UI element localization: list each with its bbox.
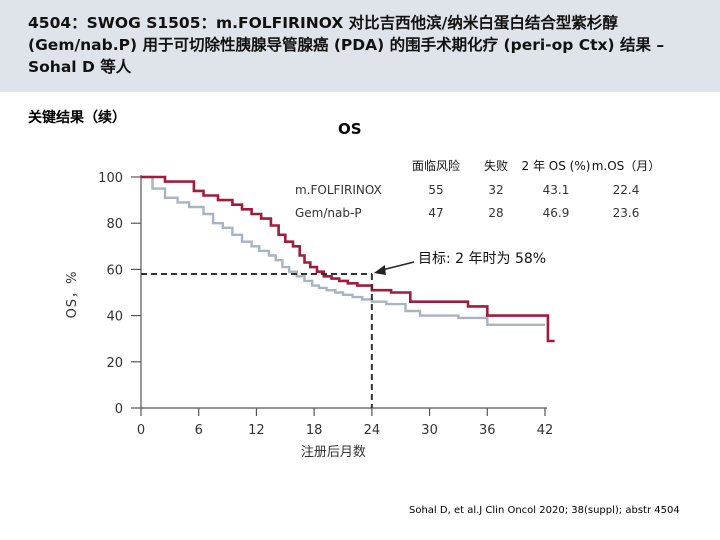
table-header: m.OS（月） — [592, 159, 661, 173]
x-tick-label: 30 — [421, 423, 438, 438]
y-tick-label: 20 — [106, 356, 123, 371]
y-tick-label: 60 — [106, 263, 123, 278]
x-tick-label: 0 — [137, 423, 145, 438]
x-tick-label: 36 — [479, 423, 496, 438]
y-axis-label: OS，% — [65, 271, 80, 319]
y-tick-label: 100 — [98, 171, 123, 186]
citation: Sohal D, et al.J Clin Oncol 2020; 38(sup… — [409, 505, 680, 516]
table-header: 失败 — [484, 158, 508, 173]
table-cell: 32 — [488, 183, 503, 197]
x-axis-label: 注册后月数 — [301, 445, 366, 460]
x-tick-label: 6 — [195, 423, 203, 438]
header-banner: 4504：SWOG S1505：m.FOLFIRINOX 对比吉西他滨/纳米白蛋… — [0, 0, 720, 92]
table-cell: 43.1 — [543, 183, 570, 197]
y-tick-label: 0 — [115, 402, 123, 417]
table-cell: 46.9 — [543, 206, 570, 220]
annotation-arrowhead — [373, 265, 386, 276]
series-line-mfolfirinox — [141, 175, 555, 343]
chart-title: OS — [338, 120, 362, 138]
table-cell: 28 — [488, 206, 503, 220]
table-cell: 22.4 — [613, 183, 640, 197]
y-tick-label: 40 — [106, 310, 123, 325]
y-tick-label: 80 — [106, 217, 123, 232]
table-row-label: Gem/nab-P — [295, 206, 362, 220]
table-row-label: m.FOLFIRINOX — [295, 183, 382, 197]
x-tick-label: 18 — [306, 423, 323, 438]
x-tick-label: 24 — [364, 423, 381, 438]
table-header: 面临风险 — [412, 158, 460, 173]
table-header: 2 年 OS (%) — [522, 159, 591, 173]
x-tick-label: 12 — [248, 423, 265, 438]
series-line-gemnab — [141, 175, 545, 326]
x-tick-label: 42 — [537, 423, 554, 438]
table-cell: 47 — [428, 206, 443, 220]
annotation-text: 目标: 2 年时为 58% — [418, 251, 546, 267]
slide-title: 4504：SWOG S1505：m.FOLFIRINOX 对比吉西他滨/纳米白蛋… — [28, 14, 665, 76]
table-cell: 55 — [428, 183, 443, 197]
table-cell: 23.6 — [613, 206, 640, 220]
section-subtitle: 关键结果（续） — [28, 110, 126, 126]
